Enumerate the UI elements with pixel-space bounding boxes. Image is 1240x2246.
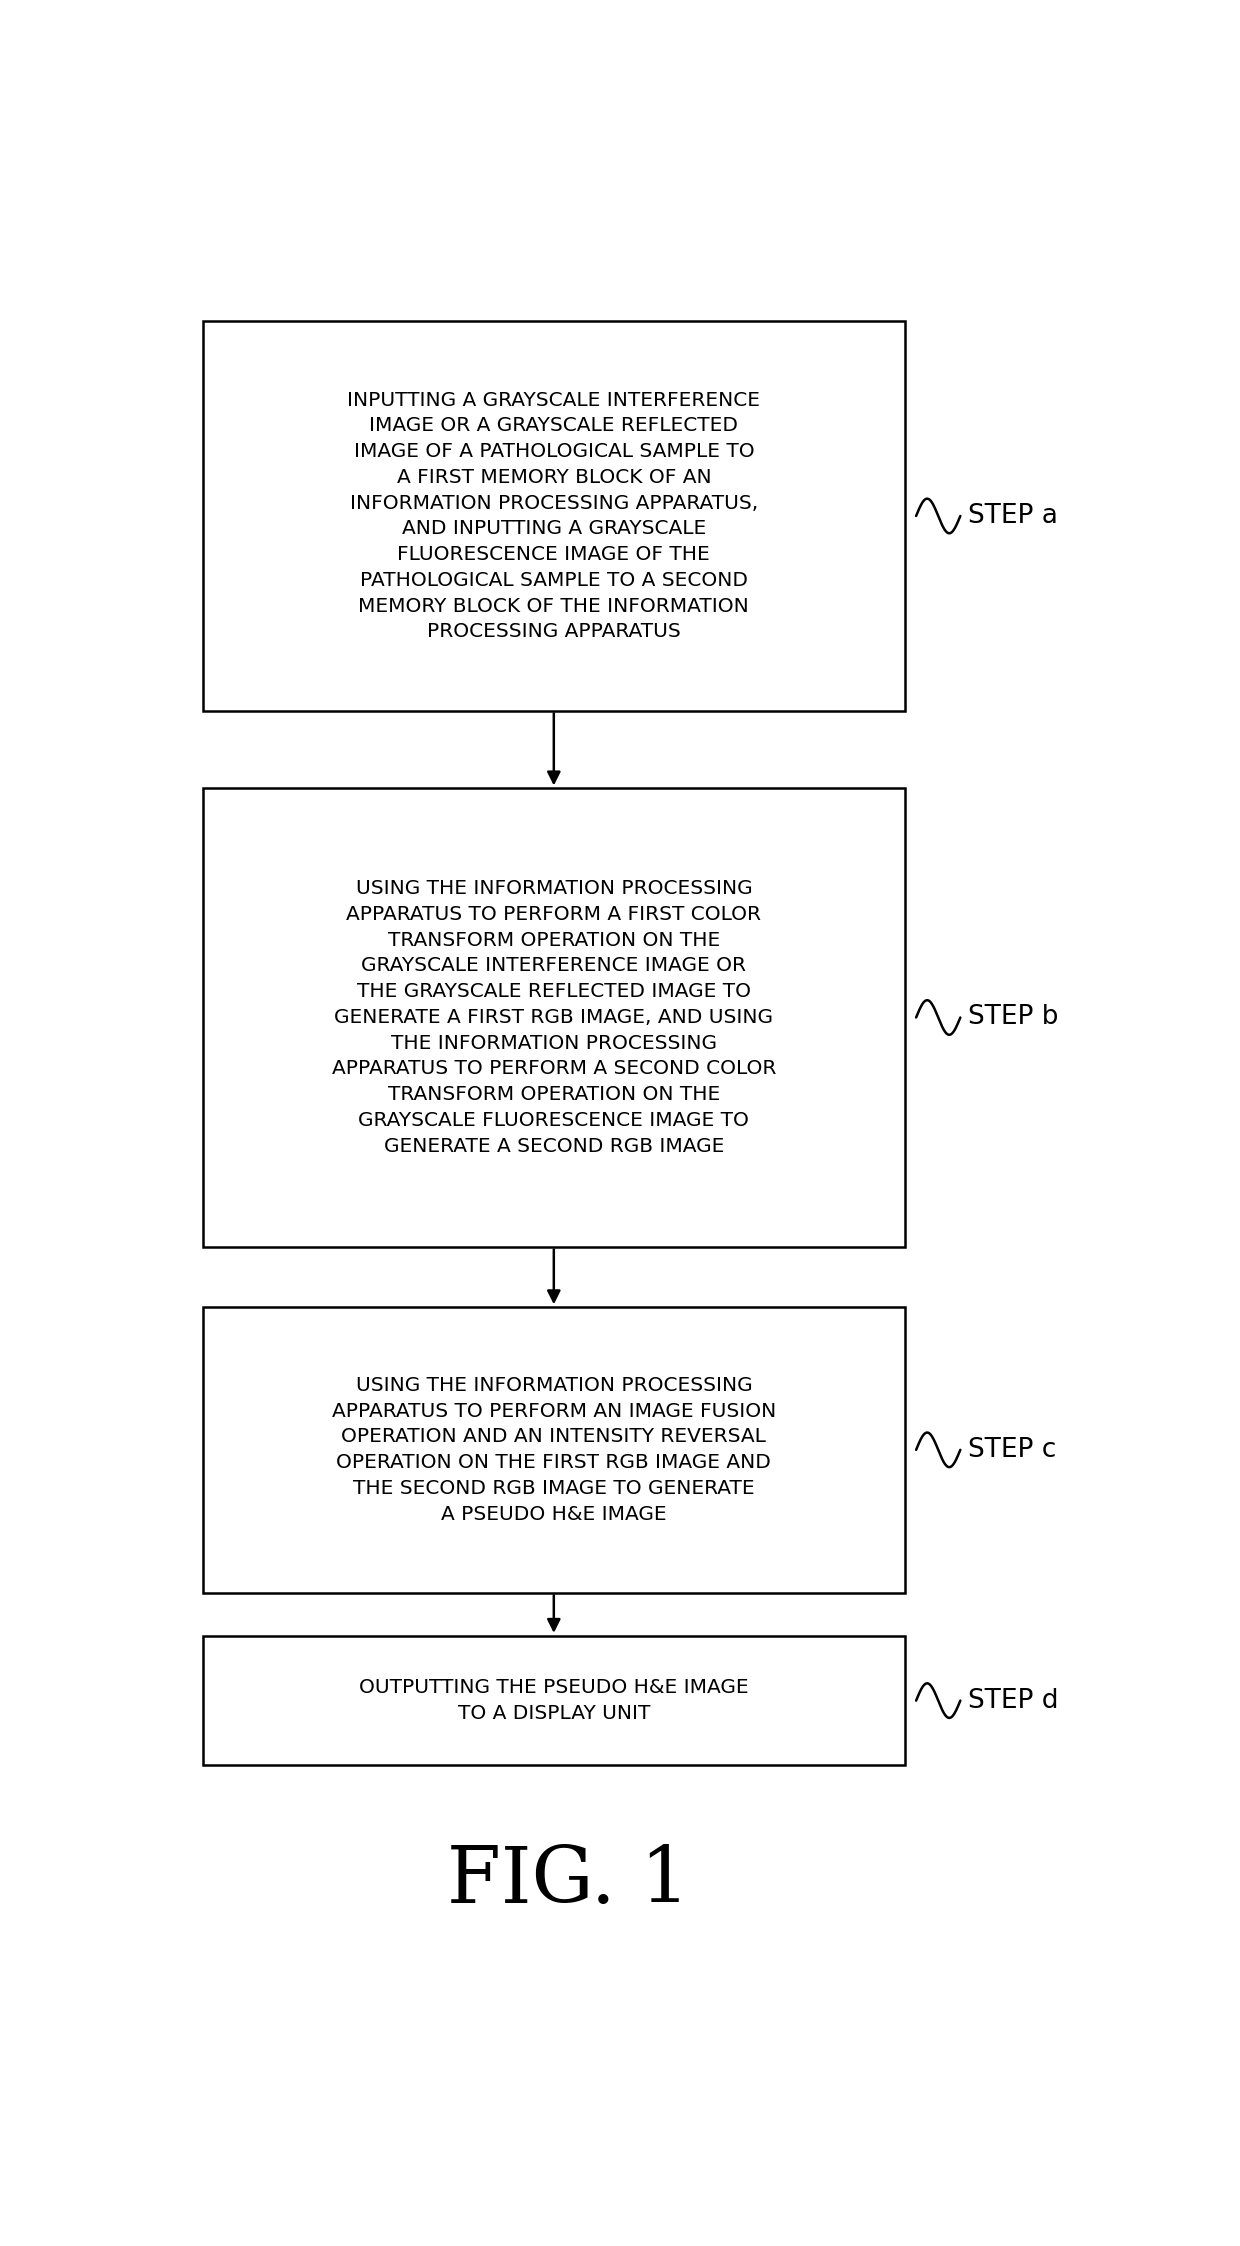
Text: STEP b: STEP b xyxy=(968,1004,1059,1031)
FancyBboxPatch shape xyxy=(203,321,905,710)
FancyBboxPatch shape xyxy=(203,1307,905,1592)
Text: USING THE INFORMATION PROCESSING
APPARATUS TO PERFORM AN IMAGE FUSION
OPERATION : USING THE INFORMATION PROCESSING APPARAT… xyxy=(331,1377,776,1523)
FancyBboxPatch shape xyxy=(203,788,905,1247)
Text: USING THE INFORMATION PROCESSING
APPARATUS TO PERFORM A FIRST COLOR
TRANSFORM OP: USING THE INFORMATION PROCESSING APPARAT… xyxy=(331,878,776,1157)
Text: FIG. 1: FIG. 1 xyxy=(446,1844,689,1920)
FancyBboxPatch shape xyxy=(203,1635,905,1765)
Text: STEP c: STEP c xyxy=(968,1437,1056,1462)
Text: INPUTTING A GRAYSCALE INTERFERENCE
IMAGE OR A GRAYSCALE REFLECTED
IMAGE OF A PAT: INPUTTING A GRAYSCALE INTERFERENCE IMAGE… xyxy=(347,391,760,642)
Text: STEP d: STEP d xyxy=(968,1687,1059,1714)
Text: OUTPUTTING THE PSEUDO H&E IMAGE
TO A DISPLAY UNIT: OUTPUTTING THE PSEUDO H&E IMAGE TO A DIS… xyxy=(360,1678,749,1723)
Text: STEP a: STEP a xyxy=(968,503,1058,530)
